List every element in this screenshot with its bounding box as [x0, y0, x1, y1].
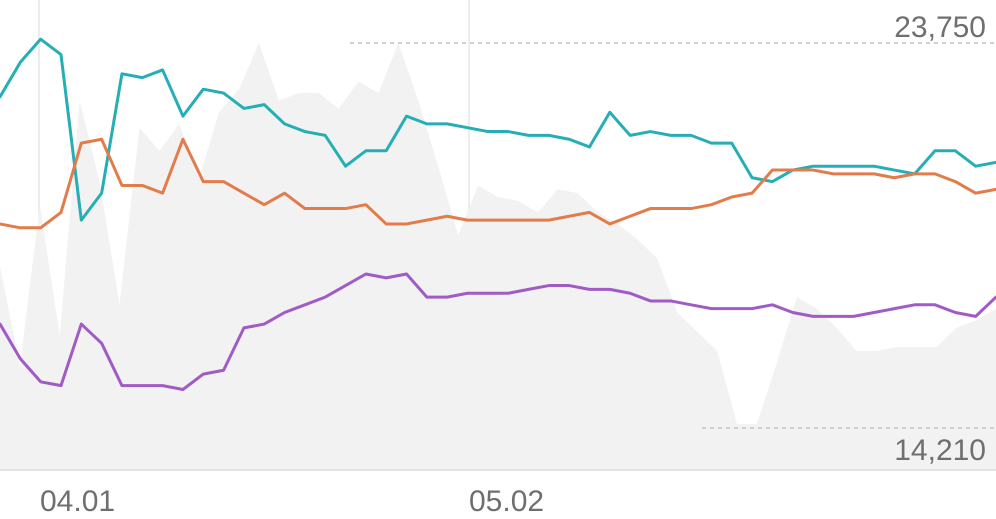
background-area-shape: [0, 43, 996, 470]
y-min-label: 14,210: [894, 434, 986, 467]
y-max-label: 23,750: [894, 11, 986, 44]
reference-lines: [350, 42, 996, 429]
data-series: [0, 37, 996, 391]
series-line-2: [0, 137, 996, 230]
series-line-1: [0, 37, 996, 222]
series-line-3: [0, 272, 996, 391]
x-tick-label-04-01: 04.01: [40, 485, 115, 518]
x-tick-label-05-02: 05.02: [469, 485, 544, 518]
background-area-series: [0, 43, 996, 470]
